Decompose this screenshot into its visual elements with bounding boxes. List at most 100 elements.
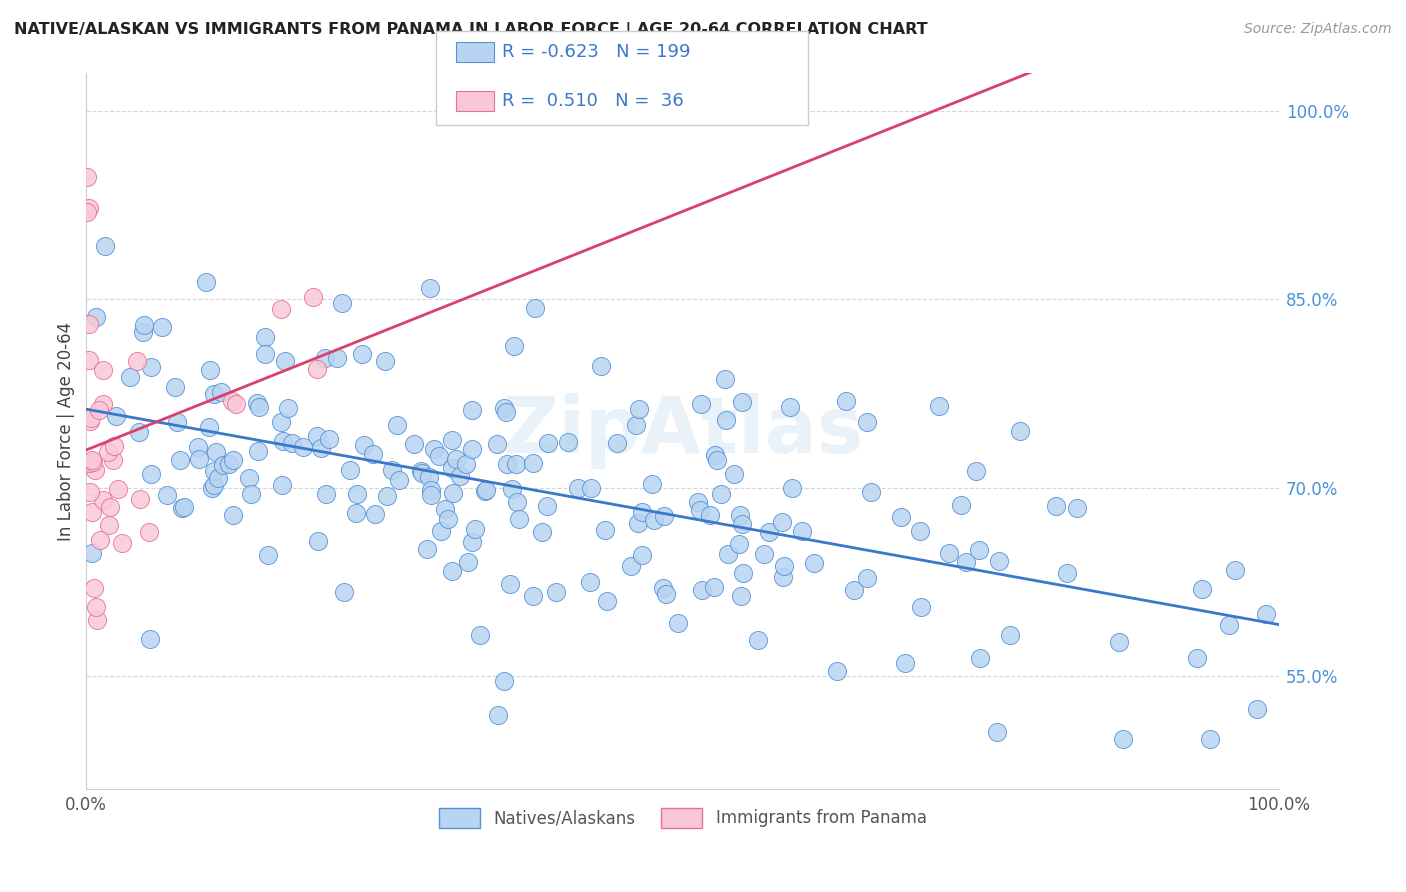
Point bbox=[411, 464, 433, 478]
Point bbox=[531, 525, 554, 540]
Point bbox=[254, 330, 277, 344]
Point bbox=[166, 415, 188, 429]
Point bbox=[280, 436, 302, 450]
Point bbox=[82, 455, 104, 469]
Point bbox=[508, 512, 530, 526]
Point bbox=[89, 533, 111, 547]
Point bbox=[211, 458, 233, 472]
Point bbox=[419, 281, 441, 295]
Point bbox=[430, 524, 453, 538]
Point bbox=[277, 401, 299, 416]
Point bbox=[330, 296, 353, 310]
Point bbox=[411, 466, 433, 480]
Point bbox=[311, 442, 333, 456]
Point bbox=[1045, 500, 1067, 514]
Point bbox=[450, 469, 472, 483]
Point bbox=[546, 584, 568, 599]
Point bbox=[842, 582, 865, 597]
Y-axis label: In Labor Force | Age 20-64: In Labor Force | Age 20-64 bbox=[58, 321, 75, 541]
Point bbox=[704, 448, 727, 462]
Point bbox=[1010, 425, 1032, 439]
Point bbox=[714, 372, 737, 386]
Point bbox=[209, 385, 232, 400]
Point bbox=[987, 554, 1010, 568]
Point bbox=[630, 505, 652, 519]
Point bbox=[733, 566, 755, 581]
Point bbox=[501, 482, 523, 496]
Point bbox=[1191, 582, 1213, 597]
Point bbox=[567, 481, 589, 495]
Point bbox=[505, 458, 527, 472]
Point bbox=[894, 656, 917, 670]
Point bbox=[827, 664, 849, 678]
Point bbox=[314, 351, 336, 365]
Point bbox=[938, 546, 960, 560]
Point bbox=[717, 548, 740, 562]
Point bbox=[860, 484, 883, 499]
Point bbox=[1066, 501, 1088, 516]
Point bbox=[770, 515, 793, 529]
Point bbox=[169, 453, 191, 467]
Point bbox=[969, 650, 991, 665]
Point bbox=[475, 483, 498, 497]
Point bbox=[1218, 618, 1240, 632]
Point bbox=[270, 301, 292, 316]
Point bbox=[82, 505, 104, 519]
Point bbox=[332, 585, 354, 599]
Point bbox=[79, 411, 101, 425]
Point bbox=[256, 548, 278, 562]
Point bbox=[627, 516, 650, 531]
Point bbox=[94, 238, 117, 252]
Point bbox=[803, 556, 825, 570]
Point bbox=[727, 536, 749, 550]
Point bbox=[238, 471, 260, 485]
Point bbox=[419, 483, 441, 497]
Legend: Natives/Alaskans, Immigrants from Panama: Natives/Alaskans, Immigrants from Panama bbox=[432, 801, 934, 835]
Point bbox=[1185, 650, 1208, 665]
Point bbox=[441, 433, 464, 447]
Point bbox=[427, 450, 450, 464]
Point bbox=[139, 360, 162, 375]
Point bbox=[188, 452, 211, 467]
Point bbox=[339, 463, 361, 477]
Point bbox=[132, 325, 155, 339]
Point bbox=[474, 483, 496, 498]
Point bbox=[627, 402, 650, 417]
Point bbox=[201, 481, 224, 495]
Point bbox=[221, 394, 243, 409]
Point bbox=[441, 486, 464, 500]
Point bbox=[170, 500, 193, 515]
Point bbox=[198, 363, 221, 377]
Point bbox=[967, 542, 990, 557]
Point bbox=[910, 524, 932, 539]
Point bbox=[195, 276, 218, 290]
Point bbox=[437, 512, 460, 526]
Point bbox=[855, 572, 877, 586]
Point bbox=[950, 499, 973, 513]
Point bbox=[652, 581, 675, 595]
Point bbox=[730, 589, 752, 603]
Point bbox=[716, 413, 738, 427]
Point bbox=[498, 577, 520, 591]
Point bbox=[522, 457, 544, 471]
Point bbox=[76, 205, 98, 219]
Point bbox=[91, 397, 114, 411]
Point bbox=[218, 457, 240, 471]
Point bbox=[440, 461, 463, 475]
Point bbox=[440, 565, 463, 579]
Point bbox=[82, 546, 104, 560]
Point bbox=[986, 725, 1008, 739]
Point bbox=[494, 401, 516, 415]
Point bbox=[524, 301, 547, 316]
Point bbox=[118, 370, 141, 384]
Point bbox=[132, 318, 155, 333]
Point bbox=[377, 489, 399, 503]
Point bbox=[86, 599, 108, 614]
Point bbox=[129, 492, 152, 507]
Point bbox=[344, 507, 367, 521]
Point bbox=[139, 632, 162, 647]
Point bbox=[246, 396, 269, 410]
Point bbox=[107, 483, 129, 497]
Point bbox=[385, 418, 408, 433]
Point bbox=[77, 202, 100, 216]
